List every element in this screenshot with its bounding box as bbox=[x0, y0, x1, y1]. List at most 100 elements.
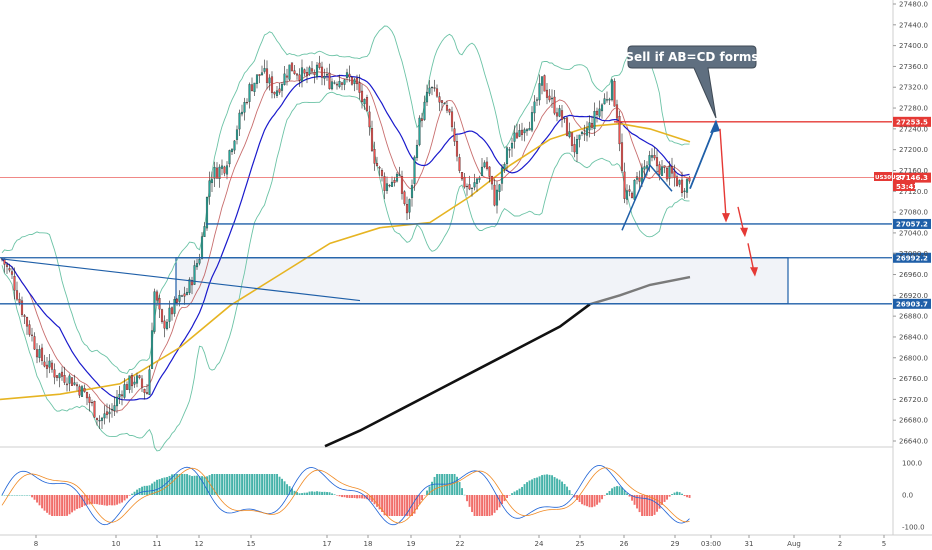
candle bbox=[553, 90, 556, 116]
oscillator-bar bbox=[478, 495, 481, 516]
candle bbox=[430, 86, 434, 96]
candle bbox=[513, 125, 516, 149]
candle bbox=[148, 365, 151, 396]
oscillator-bar bbox=[618, 486, 621, 495]
candle-body bbox=[578, 134, 581, 140]
candle-body bbox=[668, 166, 671, 179]
oscillator-bar bbox=[56, 495, 58, 516]
y-tick-label: 27320.0 bbox=[899, 84, 928, 92]
candle-body bbox=[450, 111, 454, 128]
candle-body bbox=[60, 371, 64, 377]
oscillator-bar bbox=[41, 495, 43, 509]
oscillator-bar bbox=[531, 479, 533, 495]
candle-body bbox=[488, 166, 491, 177]
oscillator-bar bbox=[236, 474, 238, 495]
oscillator-bar bbox=[73, 495, 76, 511]
annotation-callout[interactable]: Sell if AB=CD forms bbox=[625, 45, 759, 119]
oscillator-bar bbox=[323, 491, 326, 495]
candle-body bbox=[610, 79, 614, 101]
candle-body bbox=[115, 396, 119, 407]
candle-body bbox=[175, 298, 179, 303]
oscillator-bar bbox=[213, 474, 216, 495]
candle bbox=[668, 161, 671, 186]
candle bbox=[50, 359, 54, 373]
oscillator-bar bbox=[43, 495, 46, 511]
candle bbox=[325, 67, 329, 81]
oscillator-tick-label: 100.0 bbox=[902, 460, 922, 468]
candle-body bbox=[43, 361, 46, 367]
candle bbox=[213, 161, 216, 187]
oscillator-bar bbox=[398, 495, 401, 516]
oscillator-bar bbox=[321, 491, 323, 495]
arrow-head-blue bbox=[710, 119, 720, 134]
candle-body bbox=[168, 307, 171, 322]
candle bbox=[168, 300, 171, 329]
candle-body bbox=[510, 142, 514, 149]
candle-body bbox=[255, 74, 259, 84]
oscillator-bar bbox=[188, 475, 191, 495]
candle-body bbox=[665, 168, 669, 180]
candle-body bbox=[585, 128, 589, 136]
y-tick-label: 26800.0 bbox=[899, 354, 928, 362]
oscillator-bar bbox=[326, 492, 328, 495]
oscillator-bar bbox=[413, 495, 416, 514]
candle bbox=[85, 391, 89, 406]
candle-body bbox=[573, 144, 576, 153]
y-tick-label: 27440.0 bbox=[899, 21, 928, 29]
candle-body bbox=[655, 157, 659, 167]
candle bbox=[520, 122, 524, 141]
oscillator-bar bbox=[123, 495, 126, 501]
oscillator-bar bbox=[23, 495, 26, 496]
candle-body bbox=[483, 162, 486, 168]
candle bbox=[498, 183, 501, 201]
oscillator-bar bbox=[518, 488, 521, 495]
oscillator-bar bbox=[108, 495, 111, 506]
candle-body bbox=[110, 408, 114, 411]
candle-body bbox=[215, 167, 219, 179]
candle bbox=[505, 146, 509, 171]
countdown-box bbox=[893, 182, 915, 191]
candle-body bbox=[555, 112, 559, 117]
x-tick-label: 19 bbox=[407, 540, 416, 548]
candle bbox=[535, 97, 539, 106]
oscillator-bar bbox=[666, 495, 668, 500]
price-level-tag-box bbox=[893, 116, 931, 127]
candle-body bbox=[685, 179, 689, 193]
oscillator-bar bbox=[416, 495, 418, 510]
oscillator-bar bbox=[516, 490, 518, 495]
candle-body bbox=[410, 185, 414, 198]
candle bbox=[45, 356, 49, 378]
y-axis: 27480.0 27440.0 27400.0 27360.0 27320.0 27280… bbox=[893, 1, 928, 446]
oscillator-bar bbox=[608, 490, 611, 495]
candle-body bbox=[105, 411, 109, 415]
candle-body bbox=[500, 167, 504, 184]
oscillator-bar bbox=[681, 493, 683, 495]
candle-body bbox=[340, 82, 344, 85]
oscillator-bar bbox=[278, 476, 281, 495]
candle bbox=[40, 343, 44, 365]
candle-body bbox=[545, 89, 549, 98]
candle bbox=[558, 105, 561, 118]
oscillator-bar bbox=[376, 495, 378, 507]
oscillator-bar bbox=[138, 488, 141, 495]
candle bbox=[288, 64, 291, 82]
candle bbox=[298, 68, 301, 87]
oscillator-bar bbox=[146, 485, 148, 495]
candle bbox=[138, 374, 141, 380]
candle-body bbox=[658, 164, 661, 175]
candle bbox=[563, 117, 566, 123]
candle bbox=[73, 374, 76, 386]
candle-body bbox=[203, 226, 206, 237]
candle bbox=[25, 316, 29, 335]
oscillator-bar bbox=[13, 495, 16, 496]
current-price-tag: US30USD 53:41 bbox=[874, 172, 918, 191]
y-tick-label: 27120.0 bbox=[899, 188, 928, 196]
candle-body bbox=[388, 185, 391, 187]
candle-body bbox=[130, 374, 134, 387]
oscillator-bar bbox=[71, 495, 73, 513]
oscillator-bar bbox=[603, 495, 606, 496]
oscillator-bar bbox=[581, 495, 583, 505]
oscillator-line-blue bbox=[1, 464, 690, 526]
candle-body bbox=[380, 170, 384, 176]
